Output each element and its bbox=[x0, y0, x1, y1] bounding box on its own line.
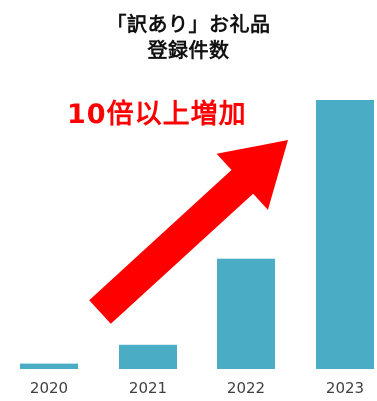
bars-layer bbox=[20, 100, 374, 369]
x-tick-label-2022: 2022 bbox=[227, 379, 265, 397]
bar-2020 bbox=[20, 363, 78, 369]
bar-2022 bbox=[217, 258, 275, 369]
growth-arrow bbox=[89, 140, 288, 324]
growth-annotation: 10倍以上増加 bbox=[67, 99, 247, 130]
bar-2023 bbox=[316, 100, 374, 369]
growth-arrow-shape bbox=[89, 140, 288, 324]
chart-title-line-2: 登録件数 bbox=[147, 38, 230, 62]
x-tick-label-2021: 2021 bbox=[129, 379, 167, 397]
bar-2021 bbox=[119, 344, 177, 369]
x-tick-label-2023: 2023 bbox=[326, 379, 364, 397]
x-tick-label-2020: 2020 bbox=[30, 379, 68, 397]
chart-title-line-1: 「訳あり」お礼品 bbox=[106, 12, 271, 36]
x-axis-ticks: 2020 2021 2022 2023 bbox=[30, 379, 364, 397]
